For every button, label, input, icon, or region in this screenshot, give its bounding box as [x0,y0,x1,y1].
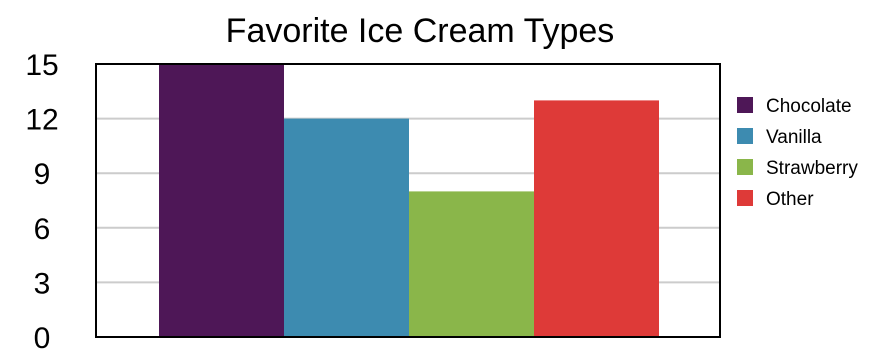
y-axis-ticks: 0 3 6 9 12 15 [25,49,58,355]
legend-item: Other [737,189,814,210]
legend-swatch [737,159,753,175]
legend-label: Other [766,189,814,210]
chart-title: Favorite Ice Cream Types [226,12,615,50]
y-tick-label: 9 [34,158,51,191]
y-tick-label: 3 [34,267,51,300]
legend-swatch [737,97,753,113]
legend-label: Vanilla [766,127,822,148]
y-tick-label: 6 [34,213,51,246]
legend: Chocolate Vanilla Strawberry Other [737,96,858,210]
legend-item: Vanilla [737,127,822,148]
y-tick-label: 0 [34,322,51,354]
plot-frame [95,63,721,338]
legend-swatch [737,128,753,144]
legend-label: Chocolate [766,96,852,117]
bar-strawberry [409,191,534,337]
y-tick-label: 12 [25,104,58,137]
bar-chocolate [159,64,284,337]
bar-vanilla [284,118,409,337]
y-tick-label: 15 [25,49,58,82]
legend-item: Strawberry [737,158,858,179]
legend-swatch [737,190,753,206]
bars [159,64,659,338]
legend-item: Chocolate [737,96,852,117]
bar-other [534,100,659,338]
legend-label: Strawberry [766,158,858,179]
